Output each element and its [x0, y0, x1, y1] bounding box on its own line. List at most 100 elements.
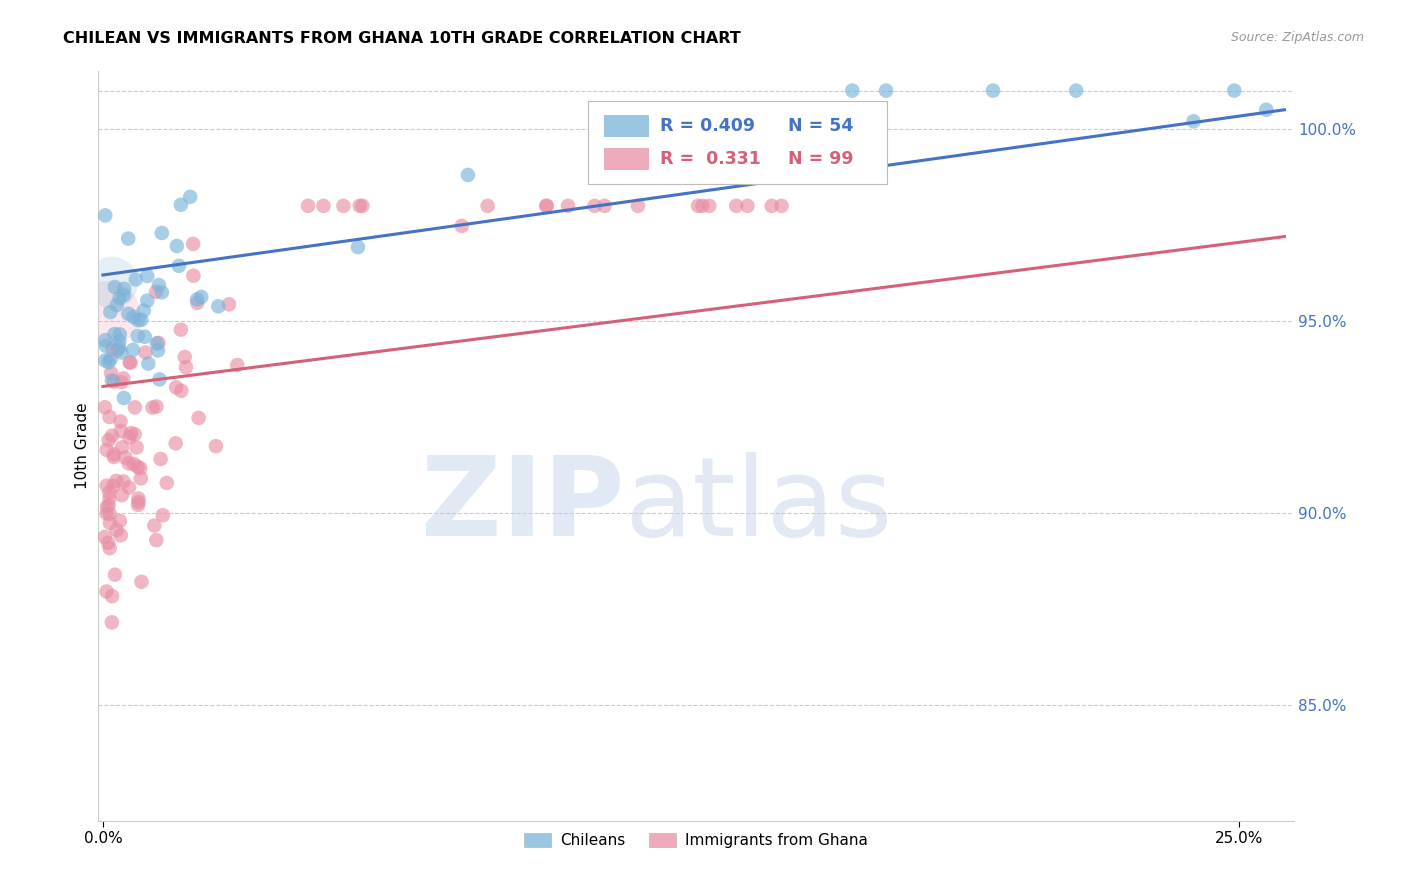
Point — [841, 84, 863, 98]
Point — [118, 355, 141, 369]
Point — [557, 199, 579, 213]
Point — [170, 323, 193, 337]
Point — [120, 426, 142, 441]
Point — [170, 384, 193, 398]
Point — [593, 199, 616, 213]
Point — [165, 436, 187, 450]
Point — [127, 491, 149, 506]
Point — [349, 199, 371, 213]
Point — [110, 345, 132, 359]
Point — [146, 343, 169, 358]
Point — [173, 350, 195, 364]
Point — [875, 84, 897, 98]
Point — [583, 199, 606, 213]
Point — [148, 278, 170, 293]
Point — [94, 333, 117, 347]
Point — [118, 430, 141, 444]
Point — [94, 530, 117, 544]
Point — [136, 293, 159, 308]
Point — [150, 226, 173, 240]
Point — [101, 373, 124, 387]
Point — [156, 475, 179, 490]
Point — [134, 330, 156, 344]
Point — [122, 343, 145, 357]
Point — [187, 410, 209, 425]
Point — [118, 481, 141, 495]
Point — [105, 298, 128, 312]
Point — [98, 491, 121, 506]
Point — [297, 199, 319, 213]
Point — [1223, 84, 1246, 98]
Point — [477, 199, 499, 213]
Point — [103, 450, 125, 464]
Point — [98, 305, 121, 319]
Point — [218, 297, 240, 311]
Text: N = 99: N = 99 — [787, 150, 853, 168]
Point — [129, 471, 152, 485]
Point — [226, 358, 249, 372]
Point — [112, 288, 135, 302]
Point — [205, 439, 228, 453]
Point — [108, 341, 131, 355]
Point — [112, 391, 135, 405]
Text: ZIP: ZIP — [420, 452, 624, 559]
Point — [347, 240, 370, 254]
Point — [152, 508, 174, 523]
Point — [450, 219, 472, 233]
Point — [94, 209, 117, 223]
Point — [97, 355, 120, 369]
Point — [108, 291, 131, 305]
Point — [96, 442, 118, 457]
Point — [1064, 84, 1087, 98]
Point — [186, 293, 208, 307]
Point — [166, 239, 188, 253]
Point — [125, 272, 148, 286]
Point — [97, 433, 120, 447]
Point — [101, 428, 124, 442]
Point — [104, 280, 127, 294]
Point — [96, 507, 118, 521]
Point — [112, 371, 135, 385]
Point — [1182, 114, 1205, 128]
Point — [145, 285, 167, 299]
Point — [142, 401, 165, 415]
Point — [737, 199, 759, 213]
Text: Source: ZipAtlas.com: Source: ZipAtlas.com — [1230, 31, 1364, 45]
Point — [112, 282, 135, 296]
Point — [108, 514, 131, 528]
Point — [129, 461, 152, 475]
Point — [127, 498, 149, 512]
Point — [127, 313, 149, 327]
Point — [122, 310, 145, 324]
Point — [94, 339, 117, 353]
Point — [122, 457, 145, 471]
Point — [136, 357, 159, 371]
Point — [114, 450, 136, 465]
Point — [1256, 103, 1278, 117]
Point — [111, 488, 134, 502]
Point — [692, 199, 714, 213]
Text: R = 0.409: R = 0.409 — [661, 117, 755, 135]
Point — [165, 380, 187, 394]
Point — [174, 360, 197, 375]
Point — [110, 528, 132, 542]
Point — [104, 567, 127, 582]
Point — [96, 584, 118, 599]
Point — [100, 352, 122, 367]
Point — [105, 474, 128, 488]
Point — [101, 615, 124, 630]
Point — [186, 296, 208, 310]
Point — [98, 507, 121, 521]
Point — [131, 574, 153, 589]
Point — [118, 456, 141, 470]
Point — [98, 485, 121, 500]
Point — [100, 366, 122, 380]
Point — [129, 313, 152, 327]
Text: N = 54: N = 54 — [787, 117, 853, 135]
Point — [143, 518, 166, 533]
Point — [101, 276, 124, 290]
Point — [94, 401, 117, 415]
Point — [98, 516, 121, 530]
Point — [135, 345, 157, 359]
Point — [725, 199, 748, 213]
